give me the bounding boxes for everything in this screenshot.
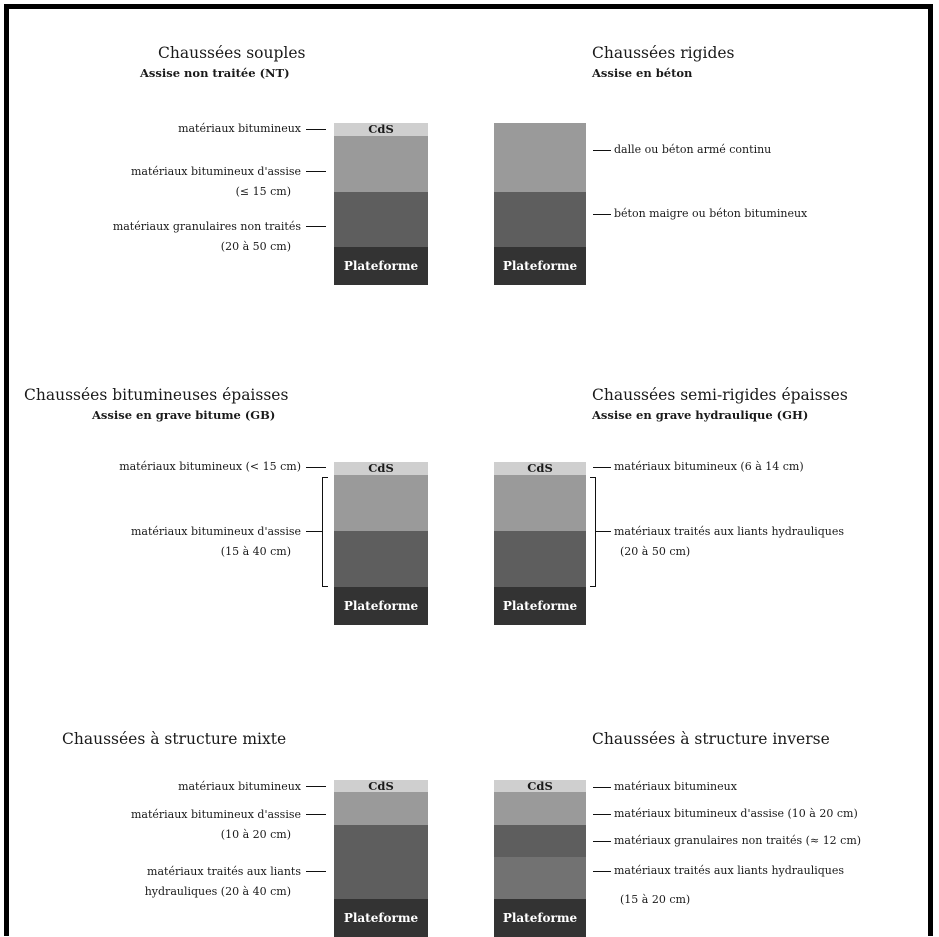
layer-plateforme: Plateforme — [334, 899, 428, 937]
layer-treated-upper — [494, 475, 586, 531]
layer-bituminous-base — [334, 792, 428, 825]
leader-line — [593, 150, 611, 151]
panel-title: Chaussées souples — [158, 44, 306, 62]
label-granular: matériaux granulaires non traités (≈ 12 … — [614, 834, 862, 847]
layer-plateforme: Plateforme — [334, 247, 428, 285]
panel-title: Chaussées bitumineuses épaisses — [24, 386, 289, 404]
layer-cds: CdS — [334, 123, 428, 136]
label-treated: matériaux traités aux liants hydraulique… — [614, 864, 845, 877]
leader-line — [593, 787, 611, 788]
label-bituminous: matériaux bitumineux — [178, 780, 301, 793]
label-treated-thickness: (20 à 50 cm) — [620, 545, 691, 558]
layer-bituminous-base-lower — [334, 531, 428, 587]
leader-line — [306, 171, 326, 172]
leader-line — [306, 467, 326, 468]
layer-cds: CdS — [494, 780, 586, 793]
leader-line — [593, 871, 611, 872]
label-treated-thickness: (15 à 20 cm) — [620, 893, 691, 906]
layer-treated — [334, 825, 428, 899]
panel-title: Chaussées à structure inverse — [592, 730, 830, 748]
label-lean-concrete: béton maigre ou béton bitumineux — [614, 207, 808, 220]
leader-line — [593, 841, 611, 842]
label-bituminous-base: matériaux bitumineux d'assise — [130, 165, 301, 178]
layer-bituminous-base — [334, 136, 428, 192]
label-bituminous-base-thickness: (10 à 20 cm) — [220, 828, 291, 841]
layer-granular — [334, 192, 428, 247]
leader-line — [593, 467, 611, 468]
layer-cds: CdS — [334, 780, 428, 793]
figure-frame — [4, 4, 933, 936]
panel-title: Chaussées semi-rigides épaisses — [592, 386, 848, 404]
leader-line — [306, 226, 326, 227]
panel-subtitle: Assise en béton — [592, 66, 693, 80]
layer-cds: CdS — [334, 462, 428, 475]
layer-bituminous-base — [494, 792, 586, 825]
bracket — [322, 477, 328, 587]
layer-treated-lower — [494, 531, 586, 587]
label-bituminous: matériaux bitumineux (< 15 cm) — [119, 460, 301, 473]
layer-lean-concrete — [494, 192, 586, 247]
label-bituminous-base: matériaux bitumineux d'assise — [130, 808, 301, 821]
label-bituminous: matériaux bitumineux (6 à 14 cm) — [614, 460, 804, 473]
layer-granular — [494, 825, 586, 857]
label-granular-thickness: (20 à 50 cm) — [220, 240, 291, 253]
layer-cds: CdS — [494, 462, 586, 475]
leader-line — [593, 814, 611, 815]
label-bituminous-base-thickness: (15 à 40 cm) — [220, 545, 291, 558]
panel-subtitle: Assise en grave bitume (GB) — [92, 408, 276, 422]
label-slab: dalle ou béton armé continu — [614, 143, 772, 156]
leader-line — [593, 214, 611, 215]
layer-bituminous-base-upper — [334, 475, 428, 531]
label-granular: matériaux granulaires non traités — [112, 220, 301, 233]
leader-line — [306, 786, 326, 787]
layer-plateforme: Plateforme — [334, 587, 428, 625]
label-treated: matériaux traités aux liants hydraulique… — [614, 525, 845, 538]
label-treated: matériaux traités aux liants — [147, 865, 301, 878]
layer-plateforme: Plateforme — [494, 247, 586, 285]
label-bituminous-base-thickness: (≤ 15 cm) — [235, 185, 291, 198]
label-bituminous-base: matériaux bitumineux d'assise (10 à 20 c… — [614, 807, 858, 820]
label-bituminous: matériaux bitumineux — [178, 122, 301, 135]
leader-line — [306, 814, 326, 815]
leader-line — [306, 871, 326, 872]
label-bituminous-base: matériaux bitumineux d'assise — [130, 525, 301, 538]
panel-subtitle: Assise non traitée (NT) — [140, 66, 290, 80]
leader-line — [596, 531, 611, 532]
panel-title: Chaussées à structure mixte — [62, 730, 287, 748]
leader-line — [306, 531, 322, 532]
leader-line — [306, 129, 326, 130]
layer-plateforme: Plateforme — [494, 899, 586, 937]
label-treated-thickness: hydrauliques (20 à 40 cm) — [144, 885, 291, 898]
layer-treated — [494, 857, 586, 899]
label-bituminous: matériaux bitumineux — [614, 780, 737, 793]
layer-plateforme: Plateforme — [494, 587, 586, 625]
panel-title: Chaussées rigides — [592, 44, 735, 62]
panel-subtitle: Assise en grave hydraulique (GH) — [592, 408, 809, 422]
bracket — [590, 477, 596, 587]
layer-slab — [494, 123, 586, 192]
